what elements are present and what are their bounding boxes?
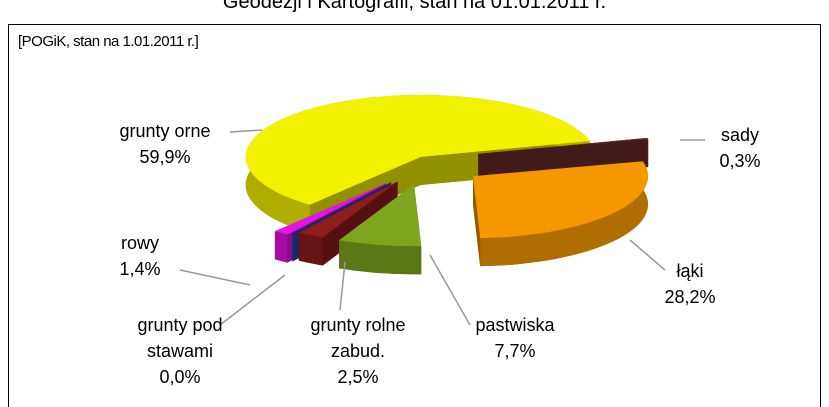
value-label: 1,4% bbox=[119, 259, 161, 279]
leader-line bbox=[429, 254, 471, 326]
chart-frame bbox=[8, 24, 821, 407]
category-label: pastwiska bbox=[475, 315, 555, 335]
data-label: grunty pod stawami 0,0% bbox=[120, 312, 240, 390]
data-label: grunty orne 59,9% bbox=[95, 118, 235, 170]
slice-side bbox=[298, 232, 323, 266]
slice-wall bbox=[472, 176, 481, 267]
category-label: grunty rolne zabud. bbox=[310, 315, 406, 361]
slice-top bbox=[274, 183, 386, 235]
slice-side bbox=[339, 240, 422, 275]
chart-title: Geodezji i Kartografii, stan na 01.01.20… bbox=[222, 0, 607, 13]
value-label: 59,9% bbox=[139, 147, 191, 167]
pie-slice bbox=[245, 94, 590, 233]
slice-top bbox=[472, 161, 648, 239]
slice-wall bbox=[298, 181, 398, 261]
category-label: rowy bbox=[120, 233, 159, 253]
data-label: sady 0,3% bbox=[670, 122, 810, 174]
value-label: 7,7% bbox=[494, 341, 536, 361]
leader-line bbox=[339, 261, 346, 311]
pie-slice bbox=[472, 161, 648, 267]
category-label: łąki bbox=[676, 261, 704, 281]
leader-line bbox=[229, 129, 263, 133]
slice-top bbox=[298, 181, 398, 238]
data-label: pastwiska 7,7% bbox=[445, 312, 585, 364]
data-label: rowy 1,4% bbox=[70, 230, 210, 282]
data-label: grunty rolne zabud. 2,5% bbox=[298, 312, 418, 390]
category-label: sady bbox=[720, 125, 760, 145]
chart-subtitle: [POGiK, stan na 1.01.2011 r.] bbox=[18, 33, 199, 50]
slice-wall bbox=[478, 138, 649, 182]
slice-side bbox=[647, 137, 649, 167]
data-label: łąki 28,2% bbox=[620, 258, 760, 310]
leader-line bbox=[179, 269, 251, 286]
category-label: grunty pod stawami bbox=[137, 315, 223, 361]
leader-line bbox=[629, 239, 666, 271]
leader-line bbox=[219, 274, 286, 326]
category-label: grunty orne bbox=[119, 121, 211, 141]
slice-top bbox=[339, 184, 422, 247]
value-label: 0,3% bbox=[719, 151, 761, 171]
slice-side bbox=[480, 161, 648, 267]
slice-side bbox=[274, 231, 288, 263]
pie-slice bbox=[339, 184, 422, 275]
value-label: 2,5% bbox=[337, 367, 379, 387]
value-label: 28,2% bbox=[664, 287, 716, 307]
value-label: 0,0% bbox=[159, 367, 201, 387]
slice-top bbox=[245, 94, 590, 205]
slice-top bbox=[478, 137, 649, 154]
